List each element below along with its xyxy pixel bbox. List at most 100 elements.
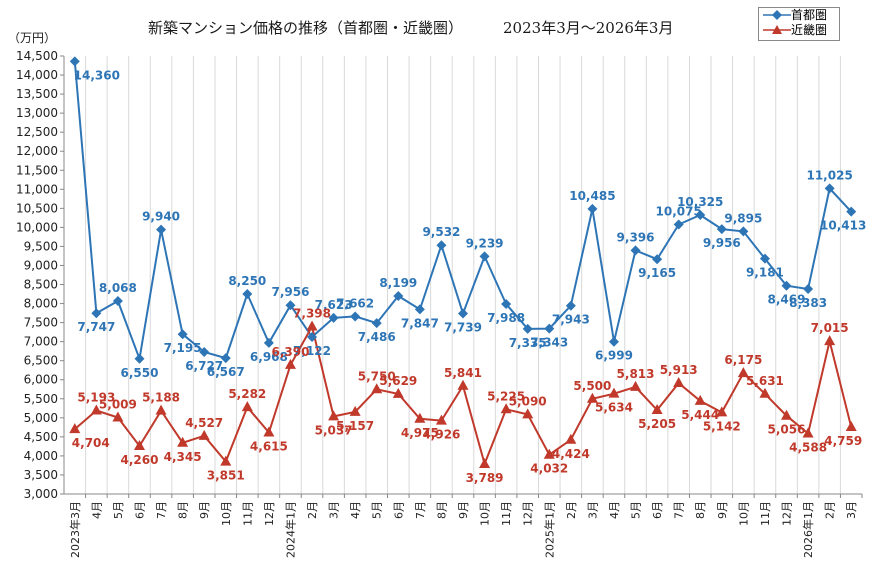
- data-label-series-2: 3,851: [207, 469, 245, 483]
- data-point-series-1: [458, 308, 468, 319]
- x-tick-label: 9月: [716, 501, 729, 519]
- data-label-series-2: 5,282: [228, 387, 266, 401]
- data-point-series-2: [328, 410, 340, 421]
- data-label-series-1: 7,623: [315, 298, 353, 312]
- data-point-series-2: [371, 383, 383, 394]
- data-point-series-2: [630, 380, 642, 391]
- data-point-series-1: [436, 240, 447, 251]
- data-label-series-1: 8,250: [228, 274, 266, 288]
- data-label-series-2: 7,398: [293, 306, 331, 320]
- data-label-series-1: 10,413: [820, 219, 866, 233]
- data-label-series-1: 7,988: [487, 311, 525, 325]
- y-tick-labels: 3,000 3,500 4,000 4,500 5,000 5,500 6,000 6,500…: [16, 49, 58, 501]
- data-label-series-1: 7,662: [336, 296, 374, 310]
- y-tick-label: 9,000: [24, 258, 58, 272]
- data-label-series-1: 7,195: [164, 341, 202, 355]
- data-label-series-1: 9,396: [617, 230, 655, 244]
- legend-label-series-2: 近畿圏: [791, 23, 828, 37]
- data-point-series-2: [802, 427, 814, 438]
- x-tick-label: 2025年1月: [542, 501, 556, 558]
- data-label-series-1: 7,739: [444, 321, 482, 335]
- axes: [60, 55, 863, 498]
- x-tick-label: 7月: [673, 501, 686, 519]
- data-point-series-1: [479, 251, 490, 262]
- x-tick-label: 6月: [392, 501, 405, 519]
- data-point-series-1: [220, 353, 231, 364]
- data-point-series-1: [565, 300, 576, 311]
- x-tick-label: 6月: [133, 501, 146, 519]
- data-point-series-2: [177, 436, 189, 447]
- x-tick-label: 2024年1月: [283, 501, 297, 558]
- data-label-series-2: 5,225: [487, 389, 525, 403]
- data-point-series-2: [457, 379, 469, 390]
- x-tick-label: 2026年1月: [801, 501, 815, 558]
- data-point-series-2: [263, 426, 275, 437]
- data-label-series-2: 5,500: [573, 379, 611, 393]
- data-point-series-1: [695, 210, 706, 221]
- y-tick-label: 14,500: [16, 49, 58, 63]
- data-label-series-1: 14,360: [74, 68, 120, 82]
- data-label-series-2: 5,157: [336, 419, 374, 433]
- y-tick-label: 11,500: [16, 163, 58, 177]
- y-tick-label: 14,000: [16, 68, 58, 82]
- legend-marker-triangle-icon: [763, 25, 791, 34]
- y-tick-label: 5,000: [24, 411, 58, 425]
- data-point-series-2: [306, 320, 318, 331]
- data-label-series-1: 7,343: [530, 336, 568, 350]
- data-label-series-2: 3,789: [466, 471, 504, 485]
- legend-item-series-1: 首都圏: [759, 8, 839, 23]
- data-point-series-1: [112, 295, 123, 306]
- data-label-series-2: 7,015: [811, 321, 849, 335]
- x-tick-label: 4月: [349, 501, 362, 519]
- data-point-series-1: [307, 332, 318, 343]
- data-point-series-2: [759, 387, 771, 398]
- data-point-series-2: [694, 394, 706, 405]
- y-tick-label: 13,000: [16, 106, 58, 120]
- x-tick-label: 10月: [220, 501, 233, 526]
- data-label-series-1: 7,335: [509, 336, 547, 350]
- data-point-series-1: [803, 283, 814, 294]
- data-point-series-1: [91, 308, 102, 319]
- y-tick-label: 8,500: [24, 278, 58, 292]
- x-tick-label: 12月: [781, 501, 794, 526]
- data-point-series-1: [156, 224, 167, 235]
- data-point-series-2: [220, 455, 232, 466]
- x-tick-label: 3月: [845, 501, 858, 519]
- data-label-series-1: 7,943: [552, 313, 590, 327]
- x-tick-label: 6月: [651, 501, 664, 519]
- x-tick-label: 10月: [479, 501, 492, 526]
- data-label-series-2: 4,759: [824, 434, 862, 448]
- data-point-series-2: [198, 429, 210, 440]
- chart-subtitle: 2023年3月～2026年3月: [503, 19, 674, 37]
- data-point-series-2: [824, 335, 836, 346]
- data-point-series-2: [284, 358, 296, 369]
- data-point-series-1: [781, 280, 792, 291]
- x-tick-label: 7月: [155, 501, 168, 519]
- data-label-series-2: 4,032: [530, 462, 568, 476]
- x-tick-label: 2月: [306, 501, 319, 519]
- data-label-series-1: 9,181: [746, 266, 784, 280]
- data-label-series-1: 9,532: [422, 225, 460, 239]
- data-point-series-2: [241, 401, 253, 412]
- x-tick-labels: 2023年3月 4月 5月 6月 7月 8月 9月 10月 11月 12月 2024年1月 2月 3月 4…: [68, 501, 858, 558]
- data-label-series-1: 10,325: [677, 195, 723, 209]
- data-label-series-2: 6,175: [724, 353, 762, 367]
- series-lines: [73, 61, 853, 468]
- data-label-series-1: 7,122: [293, 344, 331, 358]
- data-label-series-2: 4,926: [422, 428, 460, 442]
- data-point-series-2: [651, 404, 663, 415]
- data-label-series-1: 9,165: [638, 266, 676, 280]
- x-tick-label: 8月: [694, 501, 707, 519]
- y-tick-label: 3,000: [24, 487, 58, 501]
- data-label-series-1: 8,068: [99, 281, 137, 295]
- x-tick-label: 5月: [630, 501, 643, 519]
- data-label-series-1: 6,550: [121, 366, 159, 380]
- x-tick-label: 2月: [565, 501, 578, 519]
- x-tick-label: 2月: [824, 501, 837, 519]
- data-label-series-2: 4,975: [401, 426, 439, 440]
- data-label-series-1: 8,383: [789, 296, 827, 310]
- data-label-series-1: 9,239: [466, 236, 504, 250]
- data-label-series-2: 5,813: [617, 367, 655, 381]
- data-point-series-1: [371, 318, 382, 329]
